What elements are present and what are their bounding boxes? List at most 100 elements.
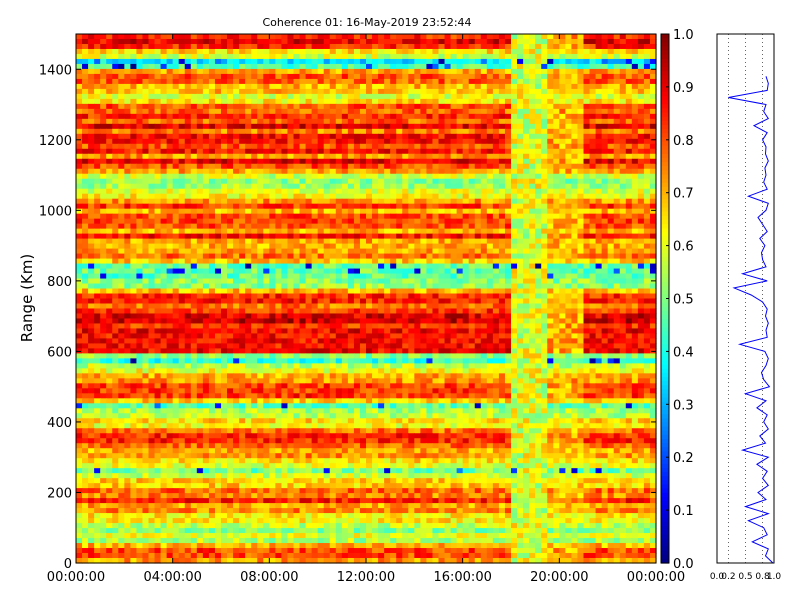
- heatmap-cell: [353, 203, 361, 210]
- heatmap-cell: [353, 213, 361, 220]
- heatmap-cell: [275, 38, 283, 45]
- heatmap-cell: [378, 63, 385, 70]
- heatmap-cell: [637, 93, 645, 100]
- heatmap-cell: [559, 188, 566, 195]
- heatmap-cell: [625, 43, 633, 50]
- heatmap-cell: [589, 258, 597, 265]
- heatmap-cell: [498, 208, 506, 215]
- heatmap-cell: [631, 93, 639, 100]
- heatmap-cell: [631, 218, 639, 225]
- heatmap-cell: [245, 203, 252, 210]
- heatmap-cell: [547, 168, 554, 175]
- heatmap-cell: [601, 213, 609, 220]
- heatmap-cell: [571, 168, 579, 175]
- heatmap-cell: [239, 263, 246, 270]
- heatmap-cell: [456, 38, 464, 45]
- heatmap-cell: [366, 238, 373, 245]
- heatmap-cell: [613, 103, 621, 110]
- heatmap-cell: [547, 93, 554, 100]
- heatmap-cell: [353, 178, 361, 185]
- heatmap-cell: [643, 208, 651, 215]
- heatmap-cell: [595, 73, 603, 80]
- heatmap-cell: [142, 68, 150, 75]
- heatmap-cell: [178, 108, 186, 115]
- heatmap-cell: [196, 213, 204, 220]
- heatmap-cell: [577, 58, 585, 65]
- heatmap-cell: [565, 163, 573, 170]
- heatmap-cell: [450, 193, 458, 200]
- heatmap-cell: [233, 258, 240, 265]
- heatmap-cell: [305, 203, 313, 210]
- heatmap-cell: [359, 68, 367, 75]
- heatmap-cell: [480, 118, 488, 125]
- heatmap-cell: [619, 258, 627, 265]
- heatmap-cell: [281, 118, 289, 125]
- heatmap-cell: [595, 203, 603, 210]
- heatmap-cell: [511, 158, 518, 165]
- heatmap-cell: [88, 38, 95, 45]
- heatmap-cell: [323, 158, 331, 165]
- heatmap-cell: [372, 258, 379, 265]
- heatmap-cell: [643, 53, 651, 60]
- heatmap-cell: [263, 163, 270, 170]
- heatmap-cell: [589, 103, 597, 110]
- heatmap-cell: [299, 233, 307, 240]
- heatmap-cell: [154, 108, 162, 115]
- heatmap-cell: [426, 158, 434, 165]
- heatmap-cell: [214, 158, 222, 165]
- heatmap-cell: [130, 228, 138, 235]
- heatmap-cell: [359, 208, 367, 215]
- heatmap-cell: [359, 178, 367, 185]
- heatmap-cell: [619, 118, 627, 125]
- heatmap-cell: [82, 248, 89, 255]
- heatmap-cell: [607, 263, 615, 270]
- heatmap-cell: [504, 118, 512, 125]
- heatmap-cell: [124, 178, 131, 185]
- heatmap-cell: [372, 34, 379, 40]
- heatmap-cell: [347, 283, 355, 290]
- heatmap-cell: [462, 73, 470, 80]
- heatmap-cell: [136, 288, 144, 295]
- heatmap-cell: [607, 193, 615, 200]
- heatmap-cell: [202, 228, 210, 235]
- heatmap-cell: [498, 213, 506, 220]
- heatmap-cell: [94, 143, 101, 150]
- heatmap-cell: [154, 238, 162, 245]
- heatmap-cell: [408, 133, 415, 140]
- heatmap-cell: [625, 34, 633, 40]
- heatmap-cell: [227, 258, 234, 265]
- heatmap-cell: [208, 253, 216, 260]
- heatmap-cell: [112, 283, 119, 290]
- heatmap-cell: [233, 243, 240, 250]
- heatmap-cell: [154, 243, 162, 250]
- heatmap-cell: [287, 203, 295, 210]
- heatmap-cell: [335, 193, 343, 200]
- heatmap-cell: [498, 148, 506, 155]
- heatmap-cell: [619, 158, 627, 165]
- heatmap-cell: [341, 98, 349, 105]
- heatmap-cell: [378, 138, 385, 145]
- heatmap-cell: [148, 273, 156, 280]
- heatmap-cell: [595, 34, 603, 40]
- heatmap-cell: [462, 108, 470, 115]
- heatmap-cell: [517, 193, 524, 200]
- heatmap-cell: [233, 58, 240, 65]
- heatmap-cell: [402, 53, 409, 60]
- heatmap-cell: [82, 293, 89, 300]
- heatmap-cell: [88, 93, 95, 100]
- heatmap-cell: [577, 288, 585, 295]
- heatmap-cell: [486, 128, 494, 135]
- heatmap-cell: [571, 243, 579, 250]
- heatmap-cell: [214, 78, 222, 85]
- heatmap-cell: [112, 243, 119, 250]
- heatmap-cell: [118, 253, 125, 260]
- heatmap-cell: [124, 93, 131, 100]
- heatmap-cell: [347, 288, 355, 295]
- heatmap-cell: [583, 93, 591, 100]
- heatmap-cell: [172, 128, 180, 135]
- heatmap-cell: [154, 168, 162, 175]
- heatmap-cell: [432, 228, 440, 235]
- heatmap-cell: [245, 38, 252, 45]
- heatmap-cell: [118, 243, 125, 250]
- heatmap-cell: [420, 38, 428, 45]
